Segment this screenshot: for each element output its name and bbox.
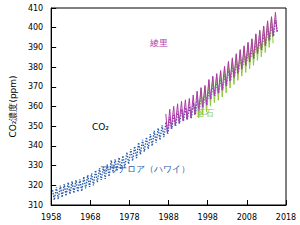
svg-text:380: 380 <box>28 63 43 72</box>
svg-text:1958: 1958 <box>41 213 61 222</box>
svg-text:1988: 1988 <box>158 213 178 222</box>
svg-text:310: 310 <box>28 201 43 210</box>
svg-text:2018: 2018 <box>276 213 296 222</box>
svg-text:1998: 1998 <box>198 213 218 222</box>
svg-text:400: 400 <box>28 23 43 32</box>
svg-text:1968: 1968 <box>80 213 100 222</box>
svg-text:320: 320 <box>28 181 43 190</box>
svg-text:綾里: 綾里 <box>149 38 168 48</box>
svg-text:CO₂: CO₂ <box>92 122 109 132</box>
svg-text:370: 370 <box>28 82 43 91</box>
svg-text:340: 340 <box>28 141 43 150</box>
svg-text:マウナロア（ハワイ）: マウナロア（ハワイ） <box>100 164 190 174</box>
svg-text:360: 360 <box>28 102 43 111</box>
svg-text:2008: 2008 <box>237 213 257 222</box>
svg-text:350: 350 <box>28 122 43 131</box>
svg-text:410: 410 <box>28 4 43 13</box>
svg-text:330: 330 <box>28 161 43 170</box>
svg-text:1978: 1978 <box>119 213 139 222</box>
svg-text:CO₂濃度(ppm): CO₂濃度(ppm) <box>8 75 18 137</box>
svg-text:390: 390 <box>28 43 43 52</box>
svg-text:落石: 落石 <box>196 108 214 118</box>
